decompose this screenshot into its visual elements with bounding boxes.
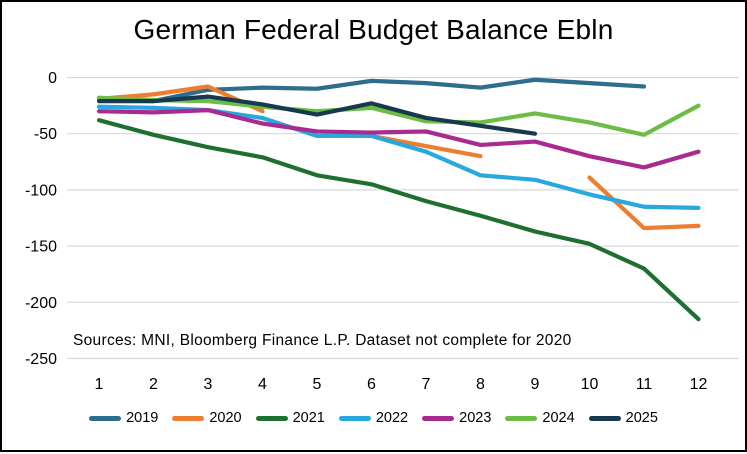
legend-swatch-2022 xyxy=(338,415,371,421)
series-line-2019 xyxy=(96,77,647,104)
legend-item-2022: 2022 xyxy=(338,410,409,426)
legend-item-2020: 2020 xyxy=(172,410,242,426)
x-tick-label: 5 xyxy=(313,376,322,393)
legend-swatch-2024 xyxy=(505,415,538,421)
legend-swatch-2021 xyxy=(255,415,288,421)
legend-swatch-2023 xyxy=(422,415,455,421)
y-tick-label: -50 xyxy=(34,126,57,143)
legend-swatch-2020 xyxy=(172,415,205,421)
legend-swatch-2025 xyxy=(588,415,621,421)
legend-item-2019: 2019 xyxy=(89,410,158,426)
x-tick-label: 6 xyxy=(367,376,376,393)
chart-title: German Federal Budget Balance Ebln xyxy=(133,14,614,45)
series-line-2025 xyxy=(96,94,538,136)
x-tick-label: 7 xyxy=(422,376,431,393)
x-tick-label: 3 xyxy=(204,376,213,393)
source-note: Sources: MNI, Bloomberg Finance L.P. Dat… xyxy=(73,332,572,349)
x-tick-label: 10 xyxy=(581,376,599,393)
x-tick-label: 1 xyxy=(95,376,104,393)
legend-label-2024: 2024 xyxy=(542,410,575,426)
x-tick-label: 9 xyxy=(531,376,540,393)
legend-item-2021: 2021 xyxy=(255,410,325,426)
legend-swatch-2019 xyxy=(89,415,122,421)
y-tick-label: -200 xyxy=(25,295,57,312)
series-line-2024 xyxy=(96,95,701,137)
x-tick-label: 11 xyxy=(636,376,653,393)
legend-label-2019: 2019 xyxy=(126,410,159,426)
y-tick-label: -150 xyxy=(25,239,57,256)
legend-label-2020: 2020 xyxy=(209,410,242,426)
series-line-2021 xyxy=(96,118,701,322)
x-tick-label: 12 xyxy=(690,376,708,393)
series-line-2023 xyxy=(96,107,701,170)
legend-label-2025: 2025 xyxy=(625,410,658,426)
x-tick-label: 8 xyxy=(476,376,485,393)
y-tick-label: -250 xyxy=(25,351,57,368)
legend-item-2024: 2024 xyxy=(505,410,575,426)
legend-label-2023: 2023 xyxy=(459,410,492,426)
chart-legend: 2019 2020 2021 2022 2023 2024 2025 xyxy=(2,410,745,426)
x-tick-label: 4 xyxy=(258,376,267,393)
y-tick-label: -100 xyxy=(25,182,57,199)
legend-label-2021: 2021 xyxy=(292,410,325,426)
series-line-2020 xyxy=(587,175,701,231)
y-tick-label: 0 xyxy=(48,70,57,87)
legend-item-2023: 2023 xyxy=(422,410,491,426)
legend-item-2025: 2025 xyxy=(588,410,658,426)
x-tick-label: 2 xyxy=(149,376,158,393)
legend-label-2022: 2022 xyxy=(375,410,409,426)
